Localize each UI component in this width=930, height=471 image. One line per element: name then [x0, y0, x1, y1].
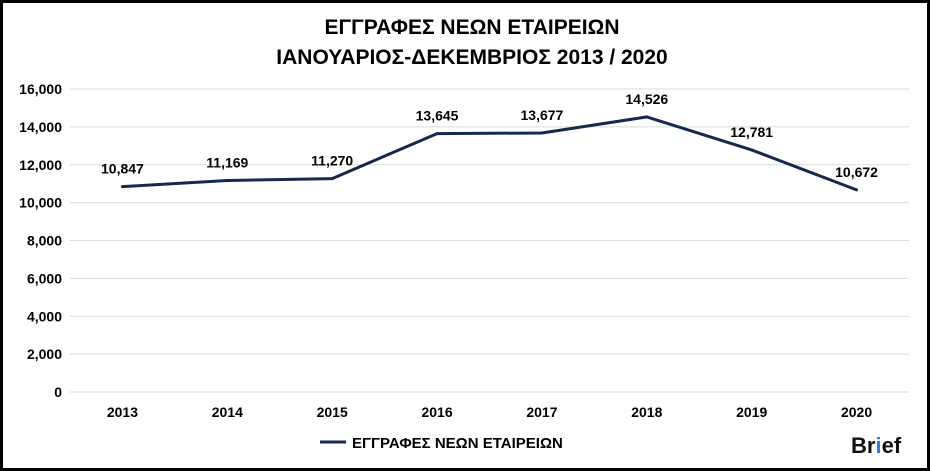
- data-point: [645, 115, 649, 119]
- chart-title-line-1: ΕΓΓΡΑΦΕΣ ΝΕΩΝ ΕΤΑΙΡΕΙΩΝ: [324, 16, 619, 39]
- data-label: 12,781: [730, 124, 773, 140]
- y-tick-label: 4,000: [27, 308, 62, 324]
- series-line: [122, 115, 858, 192]
- y-tick-label: 14,000: [19, 119, 62, 135]
- chart-title-line-2: ΙΑΝΟΥΑΡΙΟΣ-ΔΕΚΕΜΒΡΙΟΣ 2013 / 2020: [276, 46, 667, 69]
- data-label: 13,677: [521, 107, 564, 123]
- brand-part-1: Br: [851, 433, 876, 458]
- gridlines: [70, 88, 909, 393]
- data-point: [120, 185, 124, 189]
- y-tick-label: 2,000: [27, 346, 62, 362]
- legend-label: ΕΓΓΡΑΦΕΣ ΝΕΩΝ ΕΤΑΙΡΕΙΩΝ: [352, 435, 563, 452]
- x-tick-label: 2013: [107, 404, 138, 420]
- data-point: [330, 177, 334, 181]
- data-point: [225, 178, 229, 182]
- x-tick-label: 2014: [212, 404, 243, 420]
- brand-logo: Brief: [851, 433, 902, 458]
- data-label: 14,526: [625, 91, 668, 107]
- y-tick-label: 0: [54, 384, 62, 400]
- brand-part-3: ef: [882, 433, 902, 458]
- y-tick-label: 16,000: [19, 81, 62, 97]
- series-layer: [120, 115, 859, 192]
- data-label: 13,645: [416, 108, 459, 124]
- line-chart: ΕΓΓΡΑΦΕΣ ΝΕΩΝ ΕΤΑΙΡΕΙΩΝ ΙΑΝΟΥΑΡΙΟΣ-ΔΕΚΕΜ…: [19, 16, 909, 458]
- y-tick-label: 10,000: [19, 195, 62, 211]
- x-tick-label: 2017: [526, 404, 557, 420]
- data-label: 11,169: [206, 154, 248, 170]
- data-label: 10,672: [835, 164, 878, 180]
- y-tick-label: 8,000: [27, 233, 62, 249]
- legend: ΕΓΓΡΑΦΕΣ ΝΕΩΝ ΕΤΑΙΡΕΙΩΝ: [320, 435, 563, 452]
- y-axis-ticks: 0 2,000 4,000 6,000 8,000 10,000 12,000 14,000 1…: [19, 81, 62, 400]
- brand-part-2: i: [875, 433, 881, 458]
- x-axis-ticks: 2013 2014 2015 2016 2017 2018 2019 2020: [107, 404, 872, 420]
- x-tick-label: 2015: [317, 404, 348, 420]
- x-tick-label: 2016: [421, 404, 452, 420]
- data-point: [435, 132, 439, 136]
- y-tick-label: 12,000: [19, 157, 62, 173]
- data-point: [855, 188, 859, 192]
- x-tick-label: 2018: [631, 404, 662, 420]
- x-tick-label: 2020: [841, 404, 872, 420]
- x-tick-label: 2019: [736, 404, 767, 420]
- data-point: [750, 148, 754, 152]
- data-label: 11,270: [311, 153, 353, 169]
- data-labels: 10,847 11,169 11,270 13,645 13,677 14,526 12,7…: [101, 91, 878, 180]
- data-point: [540, 131, 544, 135]
- y-tick-label: 6,000: [27, 270, 62, 286]
- data-label: 10,847: [101, 161, 144, 177]
